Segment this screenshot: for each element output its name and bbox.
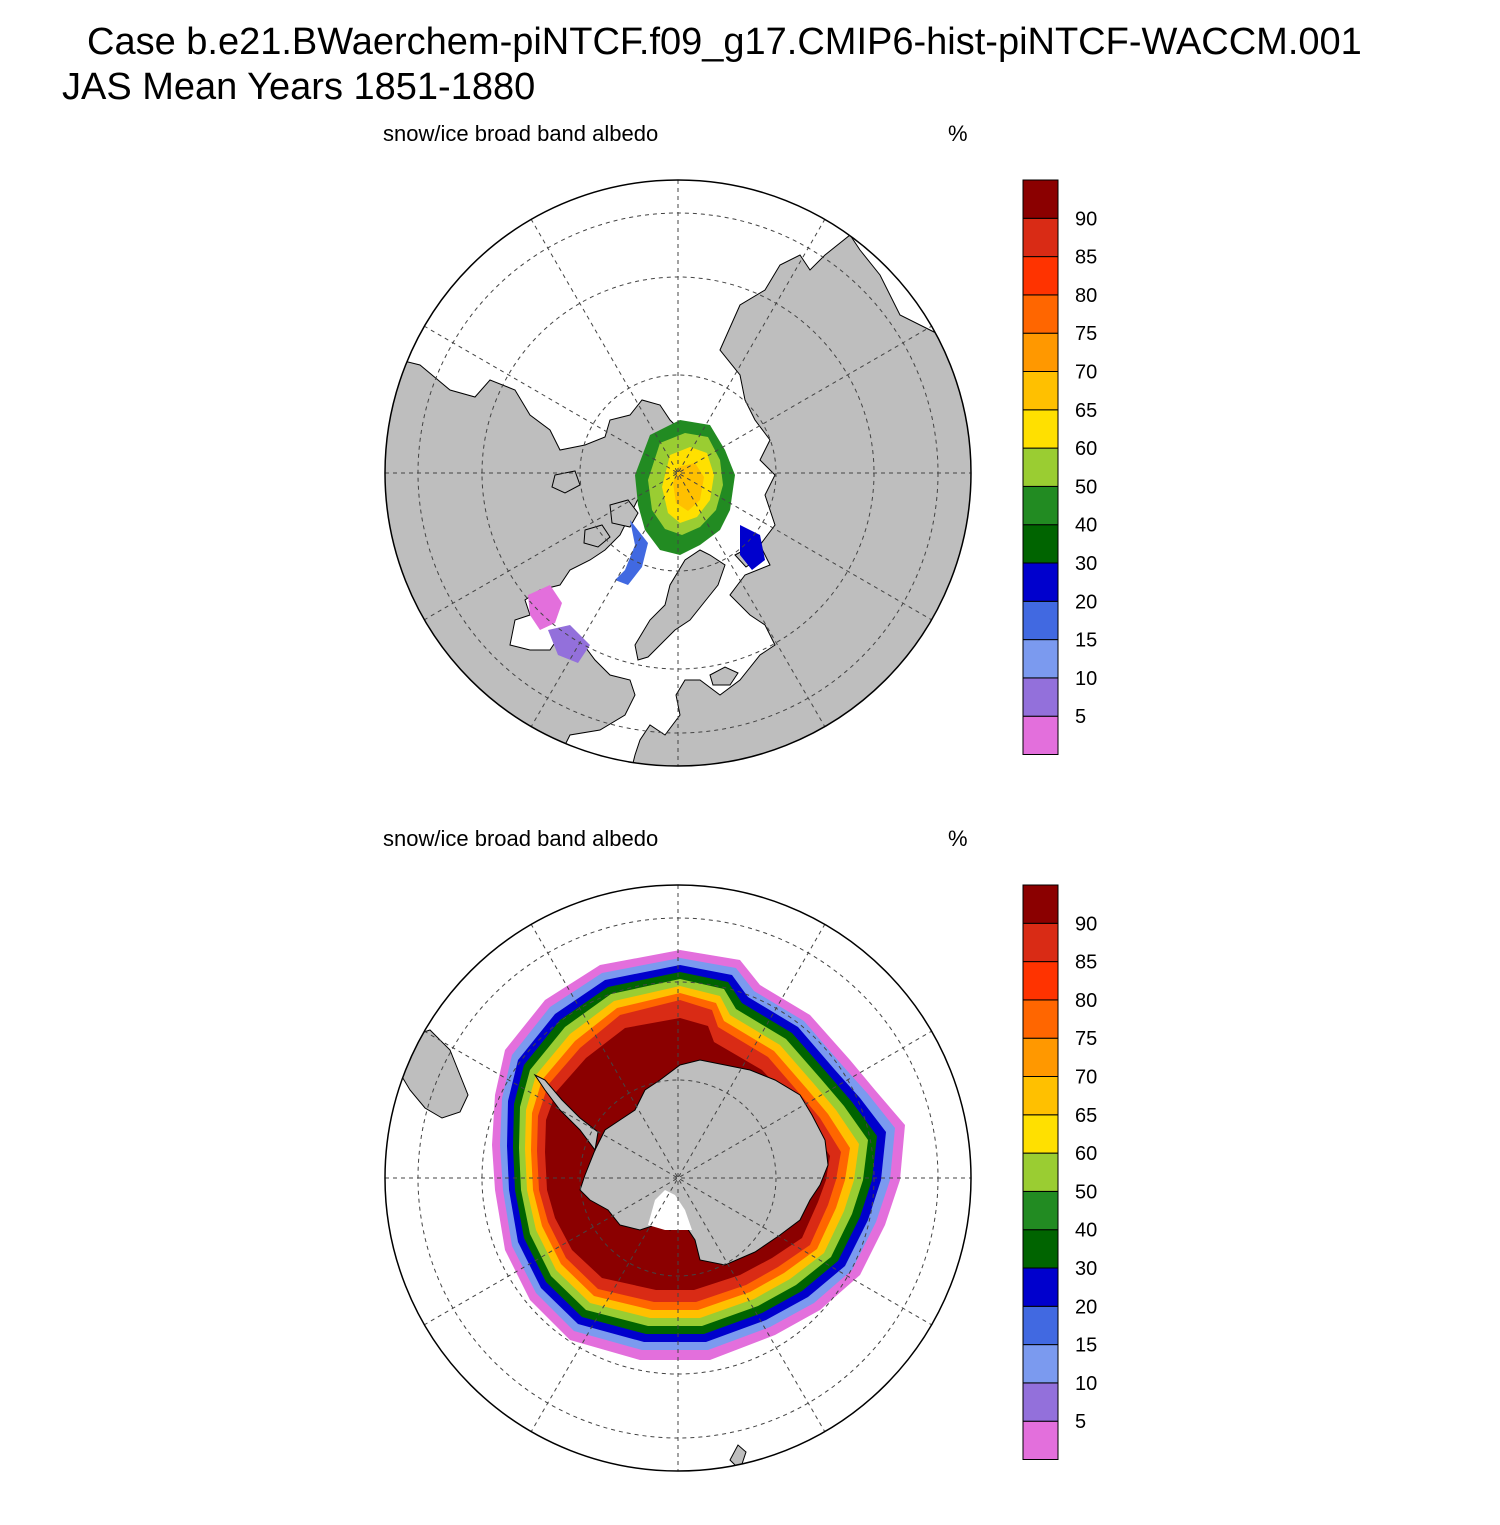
colorbar-tick-label: 30 (1075, 553, 1097, 575)
colorbar-swatch (1022, 1420, 1059, 1461)
colorbar-tick-label: 80 (1075, 990, 1097, 1012)
colorbar-swatch (1022, 999, 1059, 1039)
north-polar-map (384, 179, 972, 767)
period-title: JAS Mean Years 1851-1880 (62, 66, 536, 108)
colorbar-tick-label: 15 (1075, 1335, 1097, 1357)
colorbar-tick-label: 20 (1075, 1296, 1097, 1318)
colorbar-swatch (1022, 600, 1059, 641)
colorbar-tick-label: 75 (1075, 323, 1097, 345)
colorbar-swatch (1022, 1076, 1059, 1116)
colorbar-tick-label: 65 (1075, 400, 1097, 422)
colorbar-swatch (1022, 256, 1059, 296)
colorbar-tick-label: 10 (1075, 1373, 1097, 1395)
colorbar-tick-label: 5 (1075, 1411, 1086, 1433)
colorbar-swatch (1022, 447, 1059, 487)
colorbar-tick-label: 60 (1075, 1143, 1097, 1165)
colorbar-tick-label: 40 (1075, 1220, 1097, 1242)
south-polar-map (384, 884, 972, 1472)
colorbar-tick-label: 90 (1075, 208, 1097, 230)
colorbar-tick-label: 50 (1075, 1181, 1097, 1203)
colorbar-tick-label: 5 (1075, 706, 1086, 728)
colorbar-tick-label: 70 (1075, 1067, 1097, 1089)
north-colorbar: 5 10 15 20 30 40 50 60 65 70 75 80 85 90 (1022, 179, 1097, 756)
colorbar-swatch (1022, 1037, 1059, 1077)
colorbar-swatch (1022, 884, 1059, 924)
colorbar-swatch (1022, 562, 1059, 602)
colorbar-swatch (1022, 1229, 1059, 1269)
colorbar-tick-label: 65 (1075, 1105, 1097, 1127)
colorbar-tick-label: 75 (1075, 1028, 1097, 1050)
colorbar-tick-label: 10 (1075, 668, 1097, 690)
colorbar-tick-label: 50 (1075, 476, 1097, 498)
south-units-label: % (948, 826, 968, 851)
colorbar-swatch (1022, 371, 1059, 411)
colorbar-swatch (1022, 217, 1059, 258)
south-polar-map-panel: snow/ice broad band albedo % (0, 820, 1500, 1525)
colorbar-swatch (1022, 409, 1059, 449)
case-title: Case b.e21.BWaerchem-piNTCF.f09_g17.CMIP… (87, 21, 1362, 63)
south-map-border (384, 884, 972, 1472)
colorbar-swatch (1022, 524, 1059, 564)
colorbar-swatch (1022, 332, 1059, 372)
colorbar-tick-label: 85 (1075, 247, 1097, 269)
colorbar-swatch (1022, 639, 1059, 679)
colorbar-tick-label: 85 (1075, 952, 1097, 974)
colorbar-swatch (1022, 179, 1059, 219)
colorbar-tick-label: 90 (1075, 913, 1097, 935)
south-colorbar: 5 10 15 20 30 40 50 60 65 70 75 80 85 90 (1022, 884, 1097, 1461)
colorbar-swatch (1022, 1382, 1059, 1422)
north-polar-map-panel: snow/ice broad band albedo % (0, 115, 1500, 820)
colorbar-tick-label: 60 (1075, 438, 1097, 460)
colorbar-swatch (1022, 715, 1059, 756)
colorbar-swatch (1022, 1344, 1059, 1384)
colorbar-swatch (1022, 1114, 1059, 1154)
colorbar-tick-label: 20 (1075, 591, 1097, 613)
north-sea-ice-field (528, 420, 765, 663)
north-variable-label: snow/ice broad band albedo (383, 121, 659, 146)
colorbar-tick-label: 30 (1075, 1258, 1097, 1280)
north-units-label: % (948, 121, 968, 146)
north-graticule (385, 180, 971, 766)
colorbar-swatch (1022, 1267, 1059, 1307)
south-variable-label: snow/ice broad band albedo (383, 826, 659, 851)
colorbar-tick-label: 40 (1075, 515, 1097, 537)
colorbar-swatch (1022, 294, 1059, 334)
colorbar-swatch (1022, 1152, 1059, 1192)
north-map-border (384, 179, 972, 767)
colorbar-swatch (1022, 1190, 1059, 1231)
colorbar-tick-label: 80 (1075, 285, 1097, 307)
colorbar-swatch (1022, 677, 1059, 717)
colorbar-swatch (1022, 1305, 1059, 1346)
south-graticule (385, 885, 971, 1471)
colorbar-swatch (1022, 485, 1059, 526)
colorbar-swatch (1022, 961, 1059, 1001)
colorbar-tick-label: 15 (1075, 630, 1097, 652)
colorbar-swatch (1022, 922, 1059, 963)
colorbar-tick-label: 70 (1075, 362, 1097, 384)
